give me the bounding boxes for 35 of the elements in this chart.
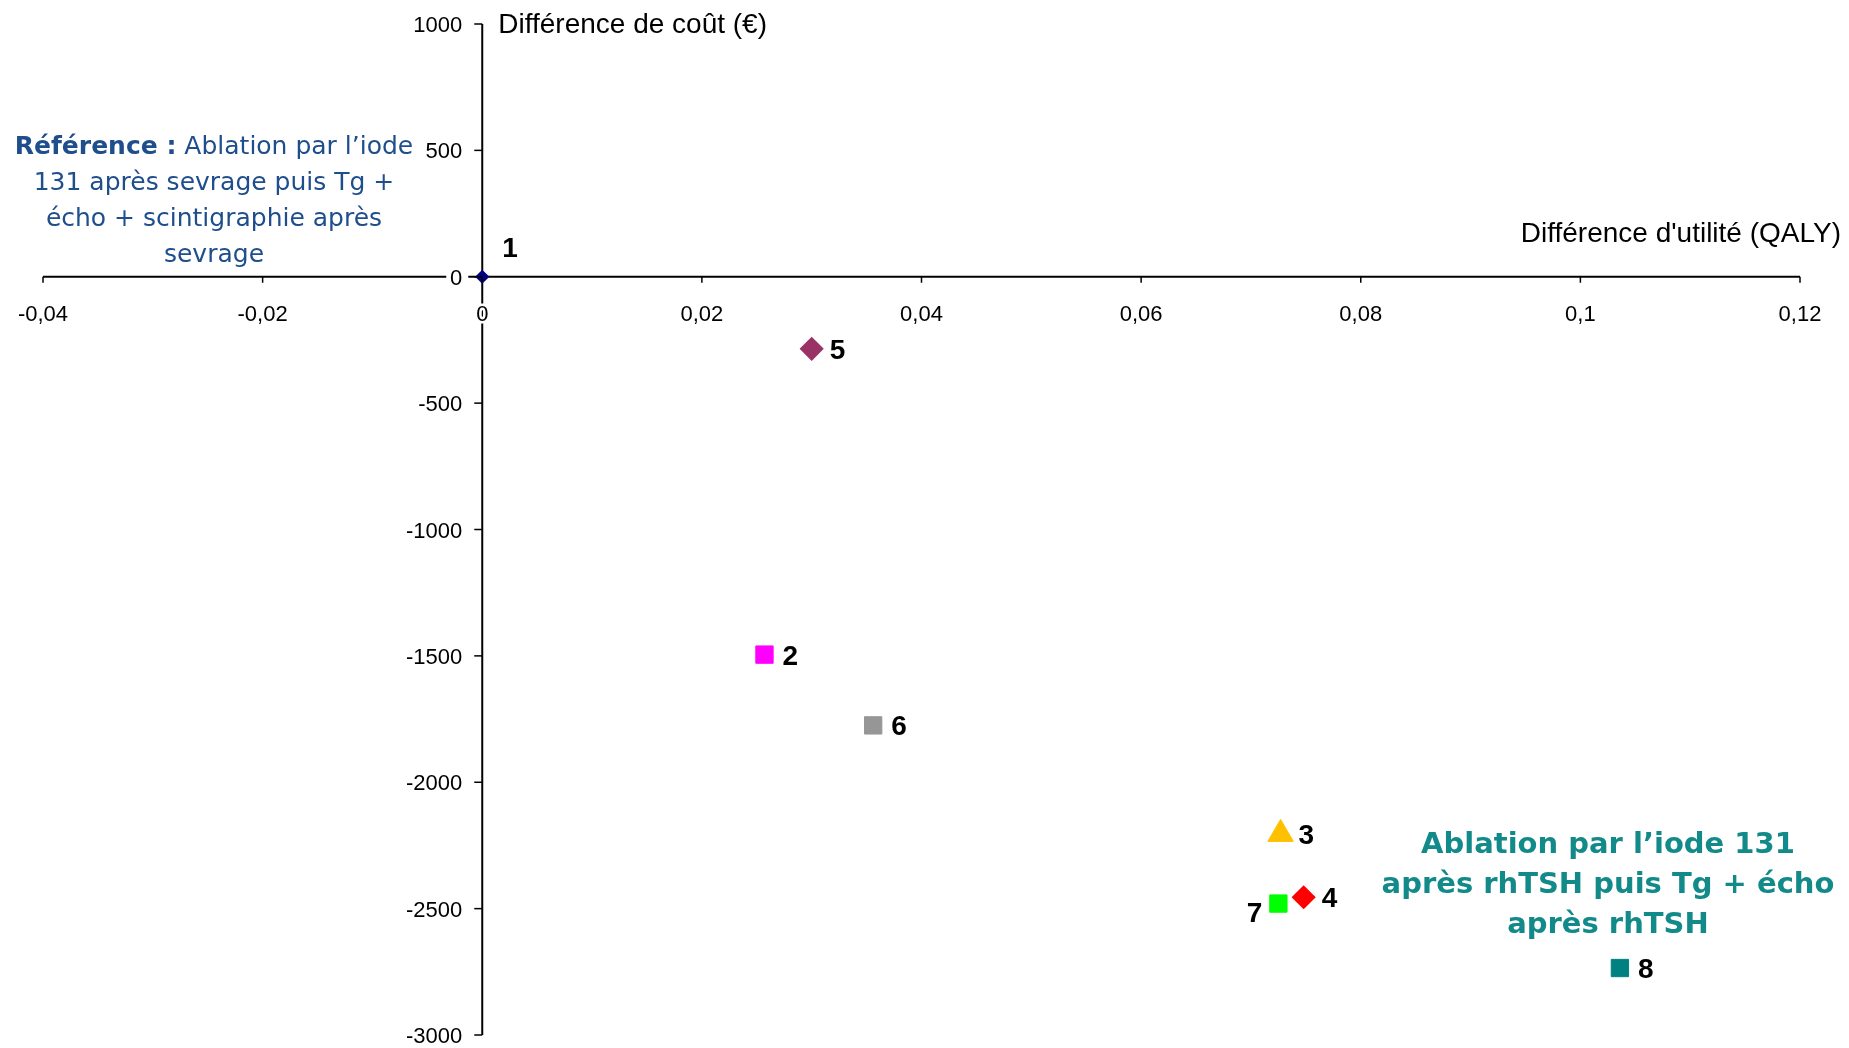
series-label: 3	[1298, 819, 1315, 851]
y-tick-label: -2000	[405, 770, 463, 796]
x-tick-label: 0,1	[1565, 300, 1596, 326]
series-label: 5	[829, 333, 846, 365]
point	[799, 336, 824, 361]
x-tick-label: 0,12	[1778, 300, 1822, 326]
series-label: 8	[1637, 953, 1654, 985]
point	[864, 716, 883, 735]
series-label: 2	[782, 639, 799, 671]
series-label: 7	[1246, 896, 1263, 928]
x-tick-label: -0,02	[237, 300, 288, 326]
series-label: 6	[891, 710, 907, 742]
x-tick-label: 0,02	[680, 300, 724, 326]
y-tick-label: -1500	[405, 643, 463, 669]
y-tick-label: 500	[425, 138, 463, 164]
y-tick-label: -1000	[405, 517, 463, 543]
series-label: 4	[1321, 882, 1338, 914]
x-tick-label: 0,04	[900, 300, 943, 326]
x-axis-title: Différence d'utilité (QALY)	[1520, 216, 1841, 249]
point	[755, 645, 774, 664]
y-tick-label: -2500	[405, 896, 463, 922]
x-tick-label: 0,06	[1119, 300, 1163, 326]
y-tick-label: -3000	[405, 1023, 463, 1048]
series-label: 1	[502, 231, 518, 263]
annotation: Ablation par l’iode 131 après rhTSH puis Tg + écho après rhTSH	[1380, 825, 1836, 942]
x-tick-label: -0,04	[17, 300, 69, 326]
point	[1291, 885, 1316, 910]
y-tick-label: -500	[418, 391, 463, 417]
y-tick-label: 1000	[413, 12, 463, 37]
x-tick-label: 0,08	[1339, 300, 1383, 326]
y-axis-title: Différence de coût (€)	[498, 8, 767, 40]
annotation: Référence : Ablation par l’iode 131 après sevrage puis Tg + écho + scintigraphie après sevrage	[13, 130, 415, 270]
point	[1610, 958, 1630, 978]
y-tick-label: 0	[450, 264, 463, 290]
point	[1269, 894, 1288, 913]
